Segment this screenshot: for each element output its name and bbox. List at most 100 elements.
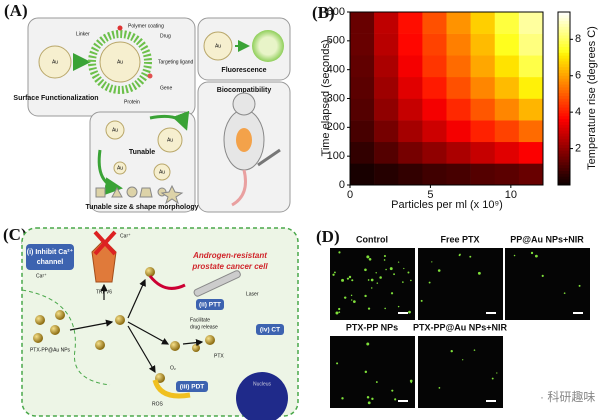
text: channel <box>37 259 64 266</box>
image-title: PTX-PP NPs <box>346 322 398 332</box>
colorbar-step <box>558 26 570 30</box>
heat-cell <box>374 33 399 56</box>
heat-cell <box>470 98 496 121</box>
heat-cell <box>518 141 544 164</box>
y-tick-label: 0 <box>339 179 345 191</box>
colorbar-step <box>558 17 570 22</box>
au-label: Au <box>112 127 118 133</box>
colorbar-step <box>558 104 570 108</box>
text: Drug <box>160 33 171 39</box>
shapes <box>95 184 184 205</box>
colorbar-step <box>558 182 570 186</box>
heat-cell <box>398 55 423 78</box>
heat-cell <box>518 120 544 143</box>
y-tick-label: 200 <box>327 121 345 133</box>
drug <box>117 25 123 31</box>
colorbar-step <box>558 147 570 151</box>
colorbar-step <box>558 173 570 177</box>
heat-cell <box>446 12 471 34</box>
ligand <box>147 73 153 79</box>
text: (iii) PDT <box>180 384 205 391</box>
fluorescent-spot <box>335 311 339 315</box>
watermark: · 科研趣味 <box>540 389 595 404</box>
heat-cell <box>494 141 520 164</box>
fluorescent-spot <box>385 268 387 271</box>
y-tick-label: 500 <box>327 35 345 47</box>
heat-arrow <box>148 275 186 290</box>
fluorescent-spot <box>366 342 370 346</box>
pdt-arrow <box>152 379 191 399</box>
colorbar-step <box>558 135 570 140</box>
fluorescent-spot <box>379 276 382 279</box>
heat-cell <box>398 76 423 99</box>
fluorescent-spot <box>338 307 341 311</box>
colorbar-step <box>558 159 570 163</box>
text: (ii) PTT <box>199 302 221 309</box>
au-particle <box>157 127 183 153</box>
colorbar-step <box>558 141 570 146</box>
fluorescent-spot <box>394 398 397 401</box>
colorbar-step <box>558 115 570 120</box>
heat-cell <box>422 76 447 99</box>
fluorescent-spot <box>370 278 374 282</box>
heat-cell <box>494 33 520 56</box>
fluorescent-spot <box>428 281 431 284</box>
au-label: Au <box>159 169 165 175</box>
au-particle <box>105 120 125 140</box>
colorbar-step <box>558 72 570 76</box>
colorbar-step <box>558 63 570 68</box>
heat-cell <box>470 120 496 143</box>
panel-a: (A) Au Au Polymer coating Drug Linker Ta… <box>4 1 291 213</box>
colorbar-frame <box>557 11 571 186</box>
fluorescent-spot <box>350 299 353 301</box>
heat-cell <box>446 55 471 78</box>
fluorescent-spot <box>371 397 374 401</box>
fluorescent-spot <box>341 397 344 400</box>
fluorescent-spot <box>343 296 347 299</box>
colorbar-tick-label: 2 <box>575 142 581 154</box>
colorbar-step <box>558 161 570 166</box>
heat-cell <box>494 12 520 34</box>
fluorescent-spot <box>458 254 461 257</box>
panel-d: (D) · 科研趣味 Control Free PTX PP@Au NPs+NIR P… <box>316 227 595 408</box>
fluorescent-spot <box>351 279 354 282</box>
colorbar-step <box>558 32 570 36</box>
colorbar-step <box>558 144 570 148</box>
au-particle <box>99 41 141 83</box>
heat-cell <box>422 98 447 121</box>
fluorescent-spot <box>348 275 352 279</box>
fluorescent-spot <box>350 294 353 297</box>
colorbar-step <box>558 89 570 94</box>
heat-cell <box>374 12 399 34</box>
scale-bar <box>573 312 583 314</box>
colorbar-step <box>558 52 570 56</box>
fluorescent-spot <box>513 254 516 257</box>
mouse-head <box>232 92 256 116</box>
arrow <box>97 149 123 196</box>
panel-label: (D) <box>316 227 340 246</box>
colorbar-step <box>558 23 570 27</box>
colorbar-tick-label: 6 <box>575 70 581 82</box>
heat-cell <box>350 98 375 121</box>
colorbar-step <box>558 167 570 171</box>
badge <box>196 299 224 310</box>
text: Nucleus <box>253 381 272 387</box>
text: Targeting ligand <box>158 59 194 65</box>
badge <box>256 324 284 335</box>
panel-c: (C) (i) Inhibit Ca²⁺ channel Ca²⁺ Ca²⁺ T… <box>3 225 299 420</box>
au-label: Au <box>117 165 123 171</box>
fluorescent-spot <box>402 281 404 283</box>
colorbar-step <box>558 12 570 16</box>
colorbar-step <box>558 164 570 169</box>
fluorescent-spot <box>431 261 433 263</box>
y-tick-label: 300 <box>327 92 345 104</box>
heat-cell <box>398 141 423 164</box>
arrow <box>149 110 190 131</box>
scale-bar <box>486 400 496 402</box>
y-tick-label: 600 <box>327 6 345 18</box>
coating <box>88 30 152 94</box>
colorbar-step <box>558 43 570 47</box>
colorbar-step <box>558 61 570 65</box>
heat-cell <box>398 163 423 186</box>
